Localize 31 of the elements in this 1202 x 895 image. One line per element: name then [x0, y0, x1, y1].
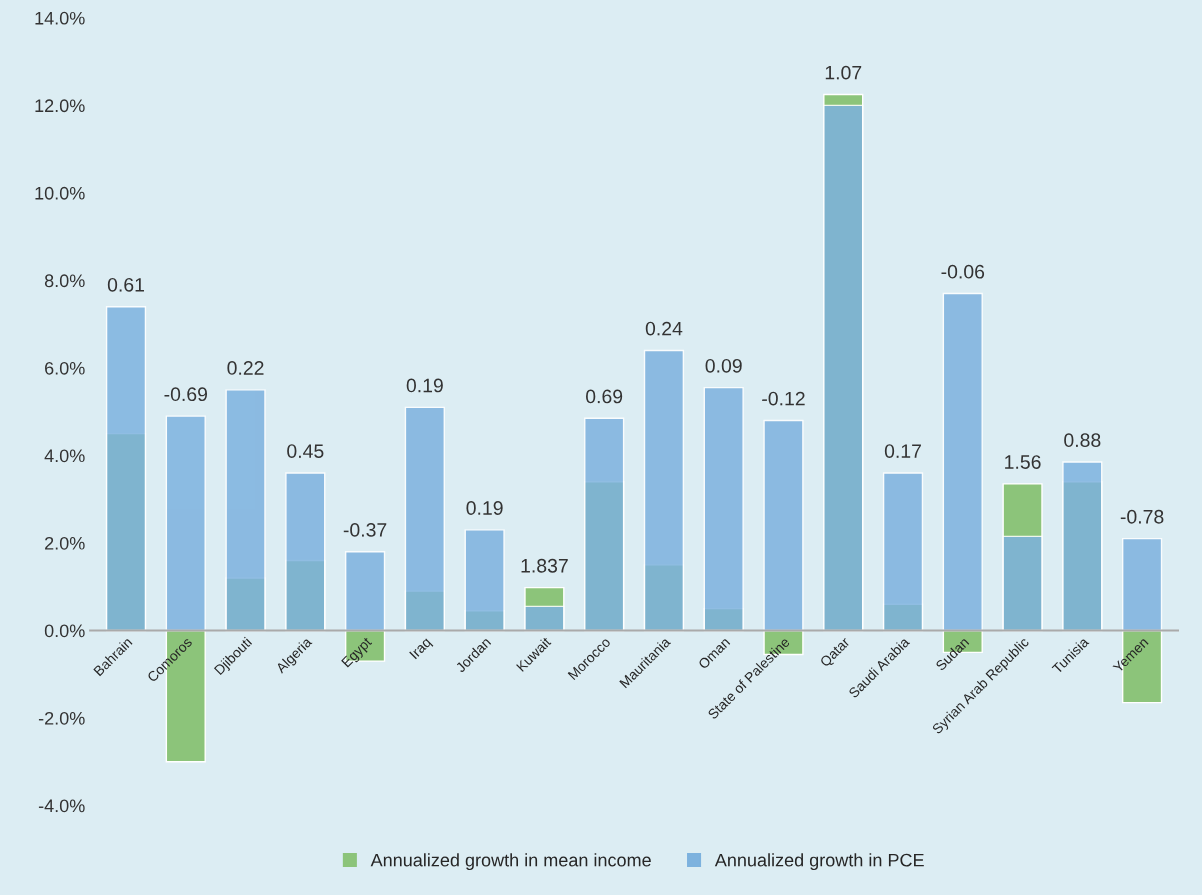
annotation: 0.19 [466, 501, 503, 515]
annotation: 0.61 [107, 277, 144, 292]
legend-label: Annualized growth in PCE [714, 853, 924, 871]
annotation: -0.69 [164, 387, 208, 402]
annotation: 1.837 [521, 558, 568, 573]
annotation: 0.22 [227, 361, 264, 375]
annotation: -0.78 [1120, 509, 1164, 524]
y-tick-label: 12.0% [35, 99, 85, 113]
y-tick-label: -2.0% [38, 711, 85, 725]
y-tick-label: 8.0% [44, 274, 85, 288]
y-tick-label: 0.0% [44, 624, 85, 638]
y-tick-label: -4.0% [38, 799, 85, 813]
y-tick-label: 2.0% [45, 536, 85, 550]
annotation: 0.24 [645, 321, 683, 336]
annotation: 0.88 [1064, 433, 1101, 448]
annotation: -0.37 [343, 522, 387, 537]
annotation: 1.56 [1005, 455, 1041, 469]
annotation: 0.17 [884, 444, 921, 458]
annotation: 1.07 [825, 65, 862, 80]
annotation: 0.69 [586, 389, 623, 404]
y-tick-label: 4.0% [44, 449, 85, 463]
annotation: -0.06 [941, 264, 985, 279]
legend-label: Annualized growth in mean income [370, 853, 651, 871]
y-tick-label: 6.0% [45, 361, 85, 375]
y-tick-label: 10.0% [35, 186, 85, 200]
annotation: 0.09 [705, 358, 742, 373]
annotation: -0.12 [762, 391, 805, 406]
annotation: 0.45 [287, 444, 324, 458]
annotation: 0.19 [406, 378, 443, 393]
y-tick-label: 14.0% [35, 11, 85, 25]
x-tick-label: Iraq [409, 637, 434, 662]
